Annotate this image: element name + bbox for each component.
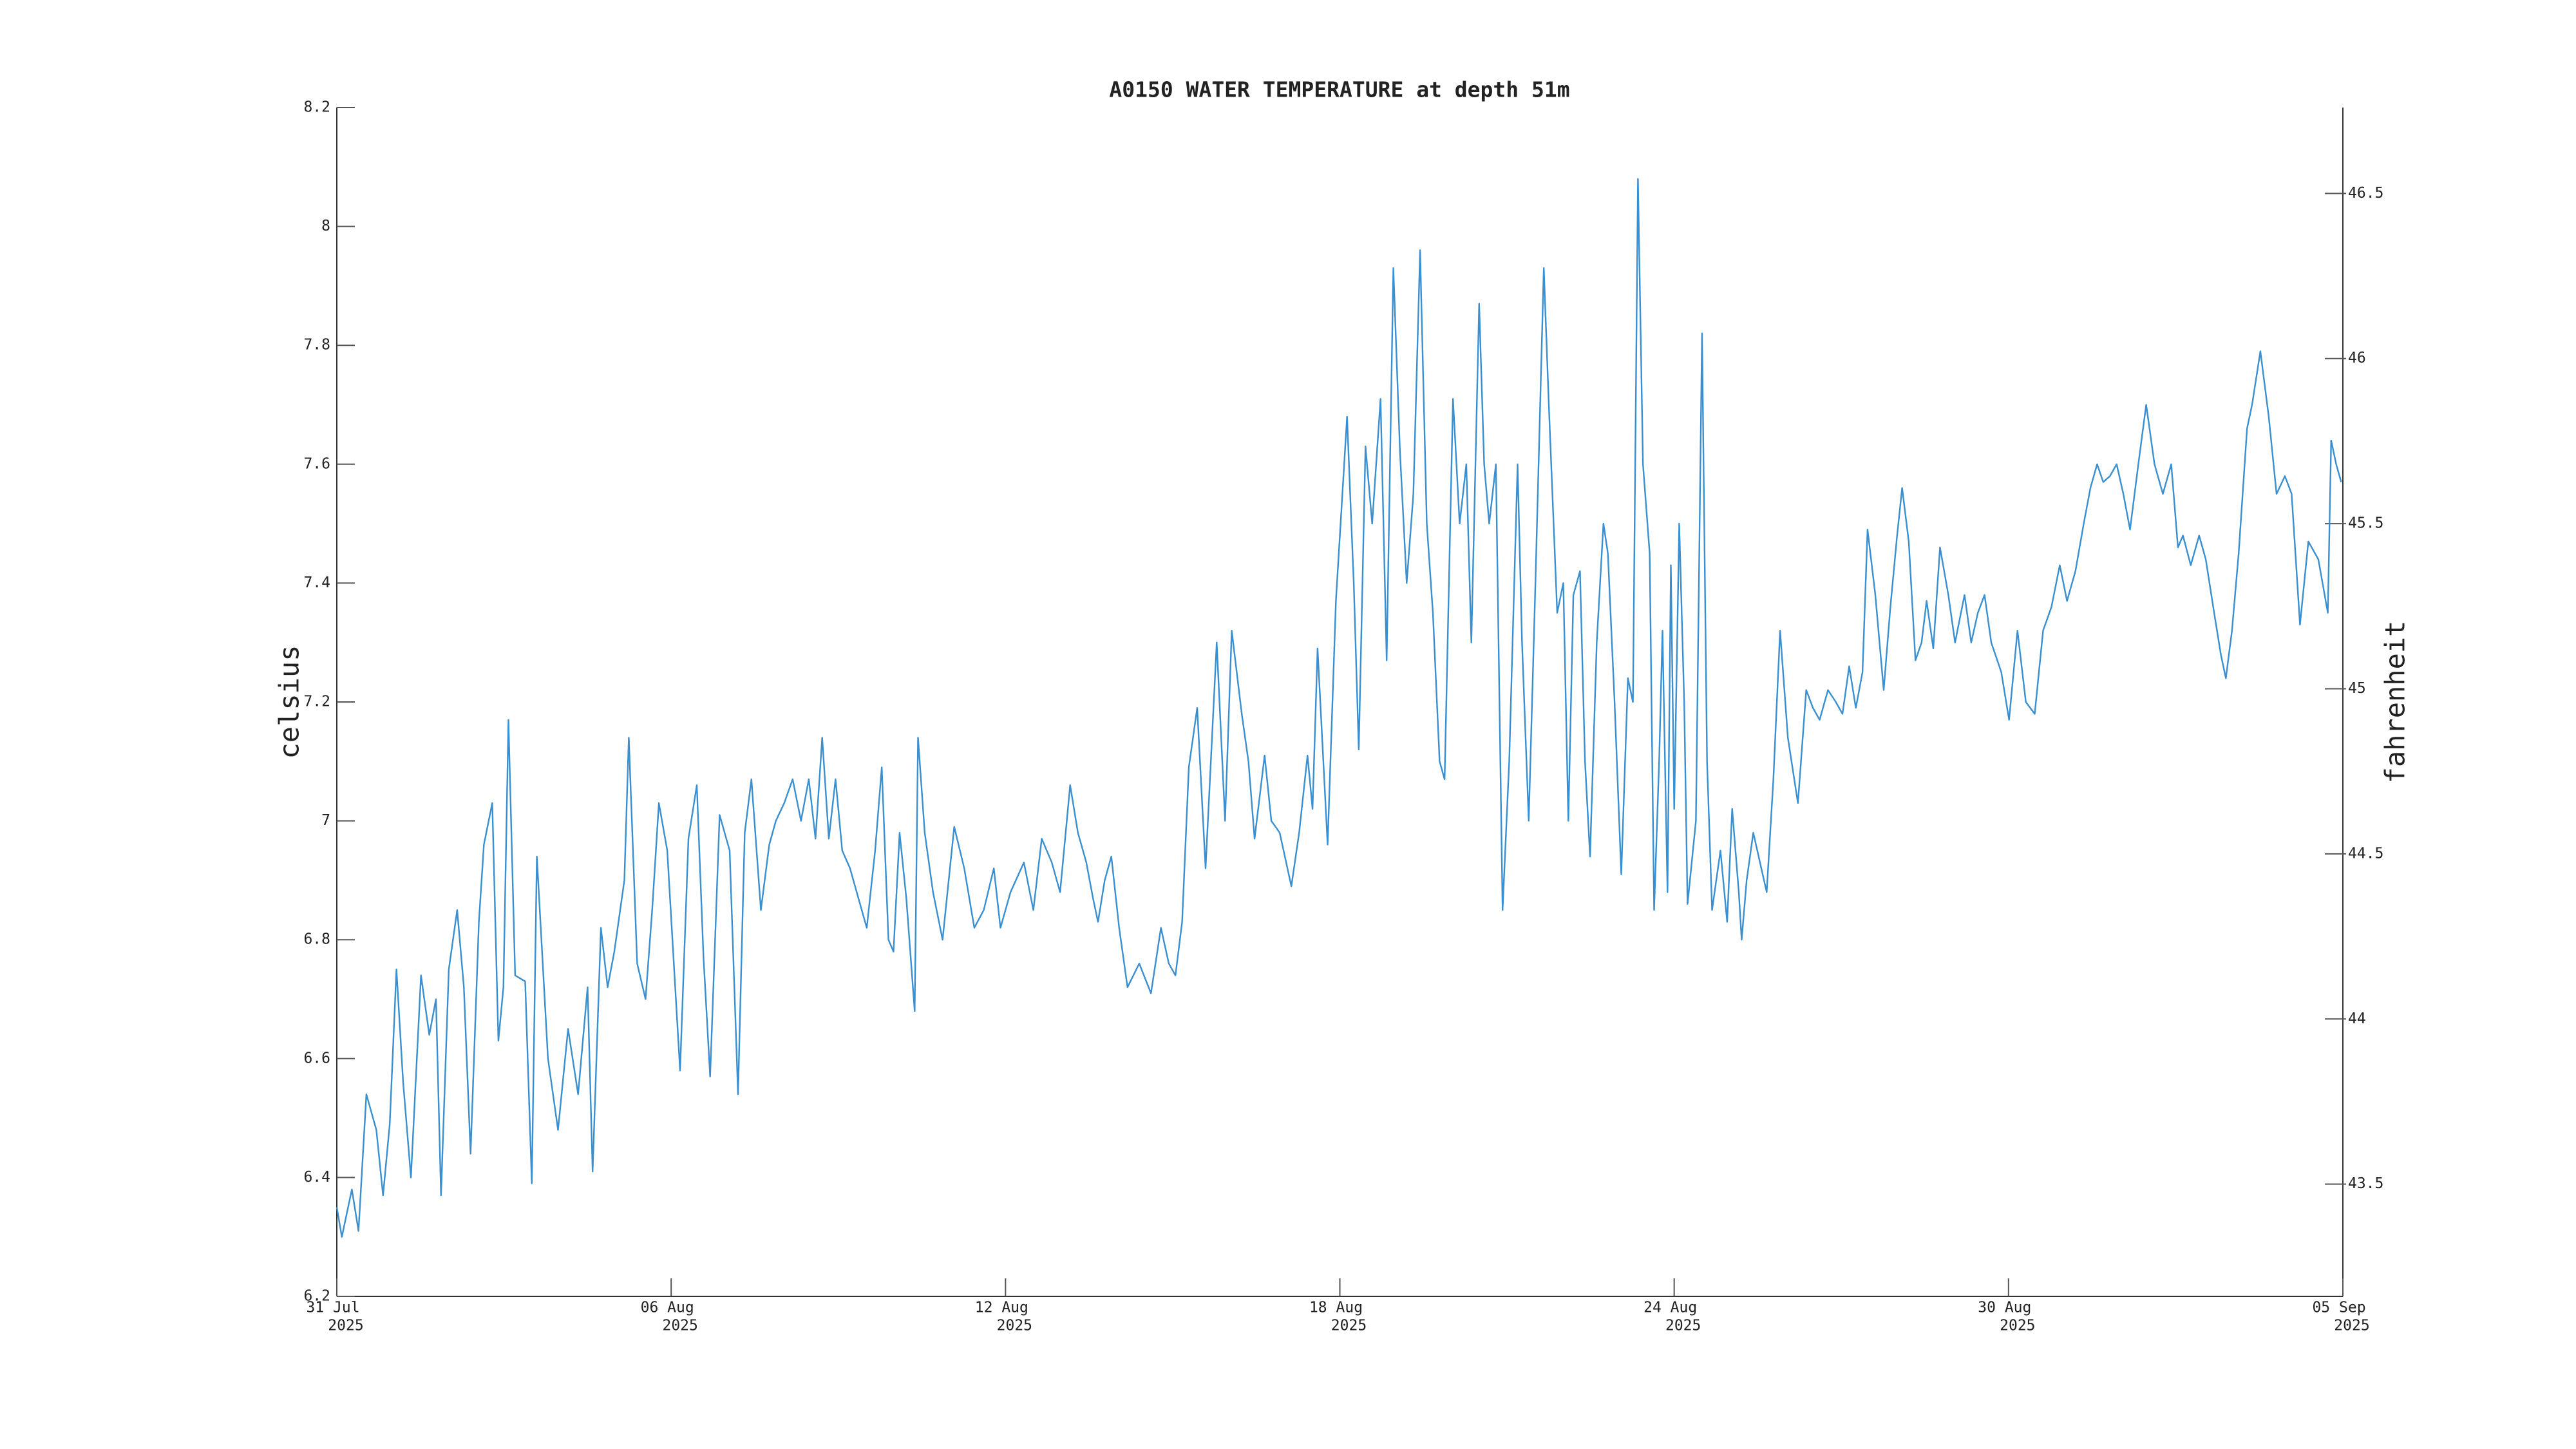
y-tick-label: 7 xyxy=(321,812,330,829)
y-tick-label: 7.8 xyxy=(303,337,330,354)
y2-tick-label: 46.5 xyxy=(2348,185,2383,202)
x-tick-label: 2025 xyxy=(997,1318,1032,1334)
x-tick-label: 2025 xyxy=(2334,1318,2369,1334)
x-tick-label: 31 Jul xyxy=(306,1300,359,1316)
x-tick-label: 2025 xyxy=(662,1318,697,1334)
y2-tick-label: 46 xyxy=(2348,350,2366,366)
x-tick-label: 2025 xyxy=(2000,1318,2035,1334)
x-tick-label: 06 Aug xyxy=(641,1300,694,1316)
x-tick-label: 12 Aug xyxy=(975,1300,1028,1316)
y2-axis-label: fahrenheit xyxy=(2380,621,2411,784)
y2-tick-label: 44 xyxy=(2348,1010,2366,1027)
y-tick-label: 6.8 xyxy=(303,931,330,948)
y-tick-label: 7.4 xyxy=(303,574,330,591)
y-tick-label: 6.2 xyxy=(303,1288,330,1305)
y-tick-label: 6.4 xyxy=(303,1169,330,1186)
x-tick-label: 05 Sep xyxy=(2312,1300,2365,1316)
y-axis-label: celsius xyxy=(274,645,305,759)
x-tick-label: 2025 xyxy=(1665,1318,1701,1334)
y2-tick-label: 45.5 xyxy=(2348,515,2383,532)
y2-tick-label: 43.5 xyxy=(2348,1175,2383,1192)
y-tick-label: 7.6 xyxy=(303,455,330,472)
y-tick-label: 8 xyxy=(321,218,330,234)
x-tick-label: 18 Aug xyxy=(1309,1300,1363,1316)
x-tick-label: 2025 xyxy=(328,1318,363,1334)
y2-tick-label: 44.5 xyxy=(2348,845,2383,862)
y-tick-label: 8.2 xyxy=(303,99,330,116)
data-line xyxy=(336,178,2342,1238)
y2-tick-label: 45 xyxy=(2348,680,2366,697)
x-tick-label: 30 Aug xyxy=(1978,1300,2031,1316)
y-tick-label: 6.6 xyxy=(303,1050,330,1066)
x-tick-label: 24 Aug xyxy=(1643,1300,1697,1316)
chart-title: A0150 WATER TEMPERATURE at depth 51m xyxy=(1109,77,1569,102)
x-tick-label: 2025 xyxy=(1331,1318,1367,1334)
y-tick-label: 7.2 xyxy=(303,694,330,710)
